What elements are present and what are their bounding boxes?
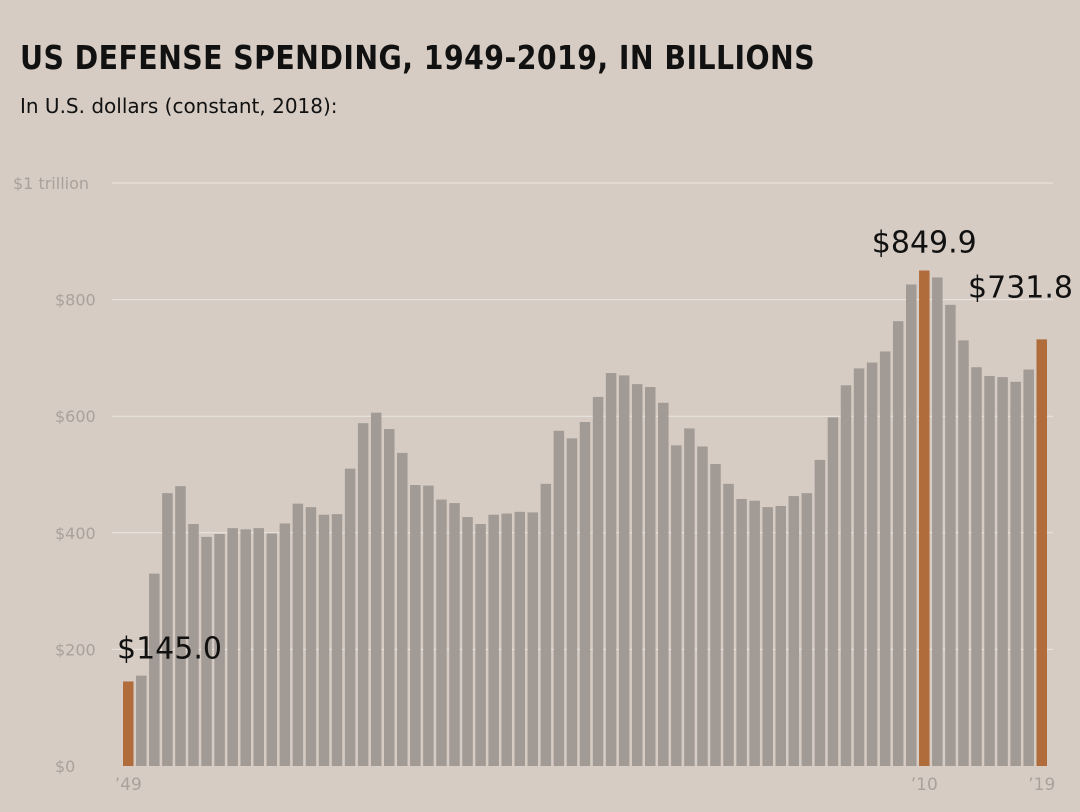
bar-1971	[410, 484, 421, 766]
bar-1975	[462, 517, 473, 766]
bar-1960	[266, 533, 278, 766]
bar-2001	[801, 493, 813, 766]
bar-1979	[514, 511, 525, 766]
bar-2017	[1010, 381, 1021, 766]
y-axis-ticks: $0 $200 $400 $600 $800 $1 trillion	[13, 174, 96, 776]
bar-2016	[997, 377, 1008, 766]
y-tick-label: $1 trillion	[13, 174, 89, 193]
bar-2000	[788, 496, 800, 766]
bar-2006	[866, 362, 878, 766]
bar-1996	[736, 498, 747, 766]
bar-1976	[475, 524, 486, 766]
chart-title: US DEFENSE SPENDING, 1949-2019, IN BILLI…	[20, 38, 816, 77]
bar-1956	[214, 533, 225, 766]
bar-1954	[188, 524, 199, 766]
y-tick-label: $0	[55, 757, 75, 776]
bar-2015	[984, 375, 995, 766]
bar-1990	[658, 402, 669, 766]
bar-1955	[201, 536, 212, 766]
bar-2013	[958, 340, 969, 766]
x-tick-label: ’10	[911, 775, 938, 795]
bar-1952	[162, 493, 173, 766]
bar-1973	[436, 499, 447, 766]
bar-1972	[423, 485, 434, 766]
bar-1961	[279, 523, 291, 766]
bar-1964	[318, 514, 330, 766]
bar-2010	[919, 270, 930, 766]
x-tick-label: ’19	[1028, 775, 1055, 795]
bar-2011	[932, 277, 943, 766]
bar-1991	[671, 445, 682, 766]
x-axis-ticks: ’49 ’10 ’19	[115, 775, 1056, 795]
data-label-2019: $731.8	[968, 270, 1073, 305]
y-tick-label: $400	[55, 524, 96, 543]
bar-1999	[775, 505, 786, 766]
bar-1962	[292, 503, 304, 766]
bar-2004	[840, 385, 852, 766]
y-tick-label: $200	[55, 640, 96, 659]
bar-1974	[449, 503, 460, 766]
bar-1988	[631, 384, 643, 766]
bar-1992	[684, 428, 695, 766]
bar-1958	[240, 529, 251, 766]
bar-1997	[749, 500, 760, 766]
bar-1987	[618, 375, 630, 766]
bar-1994	[710, 464, 721, 766]
bar-1959	[253, 528, 264, 766]
x-tick-label: ’49	[115, 775, 142, 795]
bar-2009	[906, 284, 917, 766]
bars	[123, 270, 1047, 766]
bar-1980	[527, 512, 539, 766]
bar-2008	[892, 321, 904, 766]
bar-1986	[605, 373, 617, 766]
bar-2007	[879, 351, 891, 766]
bar-1949	[123, 681, 134, 766]
bar-1977	[488, 514, 499, 766]
bar-1953	[175, 486, 186, 766]
bar-2018	[1023, 369, 1034, 766]
bar-1993	[697, 446, 708, 766]
bar-1967	[357, 423, 369, 766]
bar-1965	[331, 514, 343, 766]
bar-2002	[814, 459, 826, 766]
bar-1963	[305, 507, 317, 766]
data-label-2010: $849.9	[872, 226, 977, 261]
bar-1984	[579, 422, 591, 766]
bar-1951	[149, 573, 160, 766]
bar-1957	[227, 528, 238, 766]
bar-1983	[566, 438, 578, 766]
bar-1989	[645, 387, 656, 766]
bar-1978	[501, 513, 512, 766]
data-label-1949: $145.0	[117, 631, 222, 666]
bar-1982	[553, 430, 565, 766]
bar-2005	[853, 368, 865, 766]
bar-1966	[344, 468, 356, 766]
bar-1995	[723, 483, 734, 766]
bar-1950	[136, 675, 147, 766]
data-labels: $145.0 $849.9 $731.8	[117, 226, 1073, 667]
bar-2012	[945, 304, 956, 766]
bar-1969	[384, 429, 395, 766]
y-tick-label: $600	[55, 407, 96, 426]
bar-1981	[540, 483, 552, 766]
bar-1968	[370, 412, 382, 766]
chart-subtitle: In U.S. dollars (constant, 2018):	[20, 94, 338, 118]
bar-1985	[592, 396, 604, 766]
bar-2003	[827, 417, 839, 766]
y-tick-label: $800	[55, 291, 96, 310]
bar-1970	[397, 452, 408, 766]
bar-1998	[762, 507, 773, 766]
bar-2019	[1036, 339, 1047, 766]
bar-2014	[971, 367, 982, 766]
